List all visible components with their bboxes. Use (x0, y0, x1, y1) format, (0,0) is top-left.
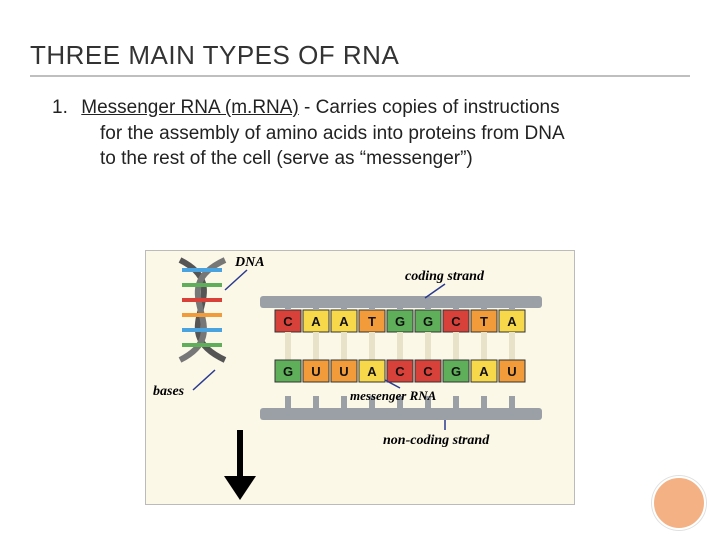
svg-text:DNA: DNA (234, 255, 265, 270)
transcription-diagram: DNA C A A T G G C T A G U U A C C G A Ucoding strand bases m… (145, 250, 575, 505)
svg-text:G: G (451, 364, 461, 379)
svg-text:A: A (311, 314, 321, 329)
desc-line-2: for the assembly of amino acids into pro… (30, 121, 690, 147)
svg-text:C: C (283, 314, 293, 329)
svg-text:A: A (507, 314, 517, 329)
title-underline (30, 75, 690, 77)
svg-text:G: G (395, 314, 405, 329)
svg-text:G: G (283, 364, 293, 379)
svg-text:non-coding strand: non-coding strand (383, 433, 490, 448)
svg-text:C: C (423, 364, 433, 379)
svg-text:A: A (339, 314, 349, 329)
list-number: 1. (52, 95, 76, 121)
svg-text:T: T (368, 314, 376, 329)
svg-text:C: C (395, 364, 405, 379)
svg-text:messenger RNA: messenger RNA (350, 388, 437, 403)
svg-text:coding strand: coding strand (405, 269, 485, 284)
svg-text:U: U (507, 364, 516, 379)
svg-text:A: A (479, 364, 489, 379)
svg-text:T: T (480, 314, 488, 329)
diagram-svg: DNA C A A T G G C T A G U U A C C G A Ucoding strand bases m… (145, 250, 575, 505)
svg-text:G: G (423, 314, 433, 329)
svg-text:U: U (311, 364, 320, 379)
term-mrna: Messenger RNA (m.RNA) (81, 97, 299, 118)
slide-title: THREE MAIN TYPES OF RNA (30, 40, 690, 71)
svg-text:bases: bases (153, 384, 185, 399)
svg-text:A: A (367, 364, 377, 379)
svg-text:U: U (339, 364, 348, 379)
slide: THREE MAIN TYPES OF RNA 1. Messenger RNA… (0, 0, 720, 540)
desc-line-1: - Carries copies of instructions (299, 97, 560, 118)
list-item-1: 1. Messenger RNA (m.RNA) - Carries copie… (30, 95, 690, 121)
desc-line-3: to the rest of the cell (serve as “messe… (30, 146, 690, 172)
accent-circle (652, 476, 706, 530)
svg-text:C: C (451, 314, 461, 329)
